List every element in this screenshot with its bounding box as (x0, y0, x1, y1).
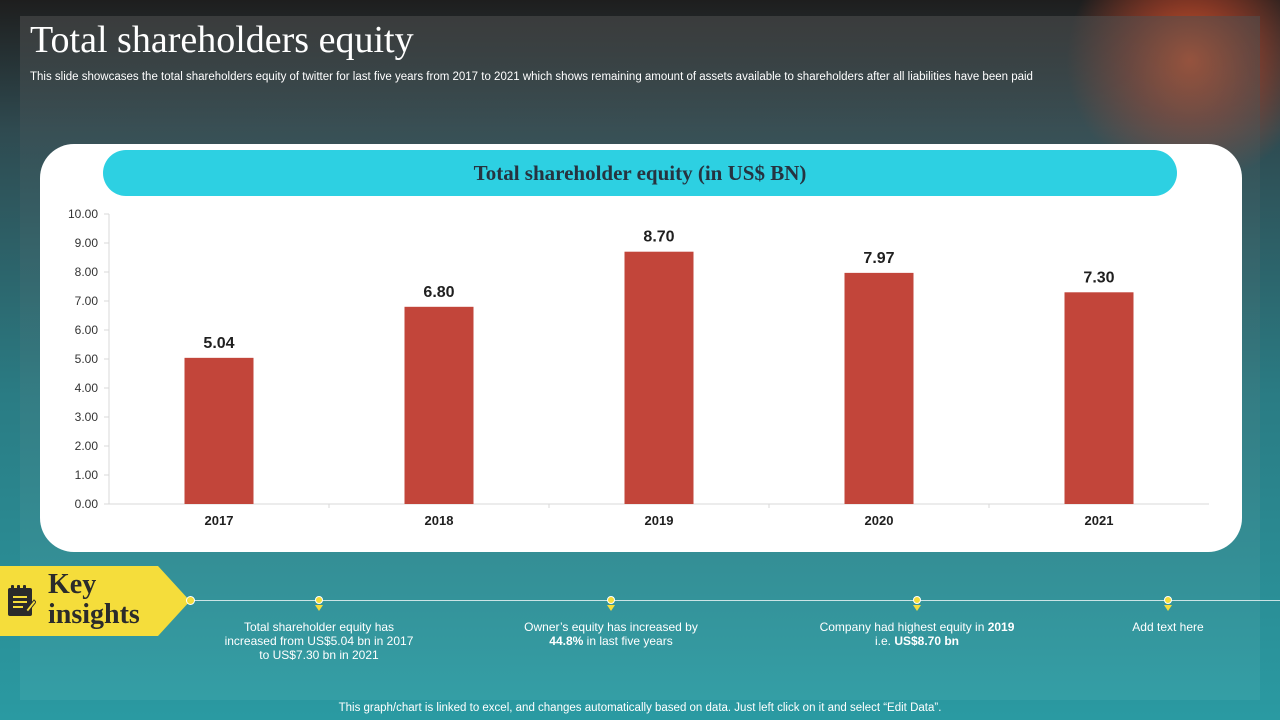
insight-3-highlight: US$8.70 bn (894, 634, 960, 648)
insight-text-3[interactable]: Company had highest equity in 2019 i.e. … (817, 620, 1017, 648)
timeline-marker (912, 596, 922, 612)
bar-chart[interactable]: 0.00 1.00 2.00 3.00 4.00 5.00 6.00 7.00 8.00 9.00… (40, 144, 1242, 552)
key-insights-badge: Key insights (0, 566, 190, 636)
data-label-2020: 7.97 (863, 250, 894, 267)
x-tick-label-2020: 2020 (865, 513, 894, 528)
insight-3-part: Company had highest equity in (819, 620, 988, 634)
key-insights-line1: Key (48, 569, 97, 600)
key-insights-line2: insights (48, 599, 140, 630)
page-subtitle: This slide showcases the total sharehold… (30, 71, 1033, 83)
y-tick-label: 10.00 (68, 207, 98, 221)
y-tick-label: 1.00 (75, 468, 99, 482)
bar-2018 (404, 306, 474, 504)
insight-3-highlight: 2019 (987, 620, 1015, 634)
footer-note: This graph/chart is linked to excel, and… (338, 702, 942, 714)
timeline-marker (314, 596, 324, 612)
y-tick-label: 6.00 (75, 323, 99, 337)
chart-title: Total shareholder equity (in US$ BN) (103, 150, 1177, 196)
y-tick-label: 4.00 (75, 381, 99, 395)
notepad-icon (8, 585, 36, 616)
y-tick-label: 2.00 (75, 439, 99, 453)
data-label-2018: 6.80 (423, 284, 454, 301)
insights-timeline (190, 600, 1280, 601)
x-tick-label-2018: 2018 (425, 513, 454, 528)
bar-2019 (624, 251, 694, 504)
x-tick-label-2019: 2019 (645, 513, 674, 528)
y-tick-label: 7.00 (75, 294, 99, 308)
insight-3-part: i.e. (874, 634, 895, 648)
insight-text-2[interactable]: Owner’s equity has increased by 44.8% in… (511, 620, 711, 648)
y-tick-label: 8.00 (75, 265, 99, 279)
timeline-marker (606, 596, 616, 612)
data-label-2021: 7.30 (1083, 269, 1114, 286)
bar-2020 (844, 272, 914, 504)
x-tick-label-2021: 2021 (1085, 513, 1114, 528)
chart-card[interactable]: Total shareholder equity (in US$ BN) 0.0… (40, 144, 1242, 552)
insight-text-4[interactable]: Add text here (1132, 620, 1204, 634)
y-tick-label: 0.00 (75, 497, 99, 511)
data-label-2017: 5.04 (203, 335, 234, 352)
data-label-2019: 8.70 (643, 229, 674, 246)
timeline-marker (1163, 596, 1173, 612)
bar-2021 (1064, 292, 1134, 504)
insight-2-highlight: 44.8% (549, 634, 584, 648)
y-tick-label: 9.00 (75, 236, 99, 250)
bar-2017 (184, 357, 254, 504)
key-insights-heading: Key insights (48, 570, 140, 630)
x-tick-label-2017: 2017 (205, 513, 234, 528)
page-title: Total shareholders equity (30, 19, 414, 61)
timeline-start-dot (186, 596, 195, 605)
y-tick-label: 5.00 (75, 352, 99, 366)
insight-text-1[interactable]: Total shareholder equity has increased f… (224, 620, 414, 662)
insight-2-part: Owner’s equity has increased by (524, 620, 698, 634)
y-tick-label: 3.00 (75, 410, 99, 424)
insight-2-part: in last five years (583, 634, 673, 648)
